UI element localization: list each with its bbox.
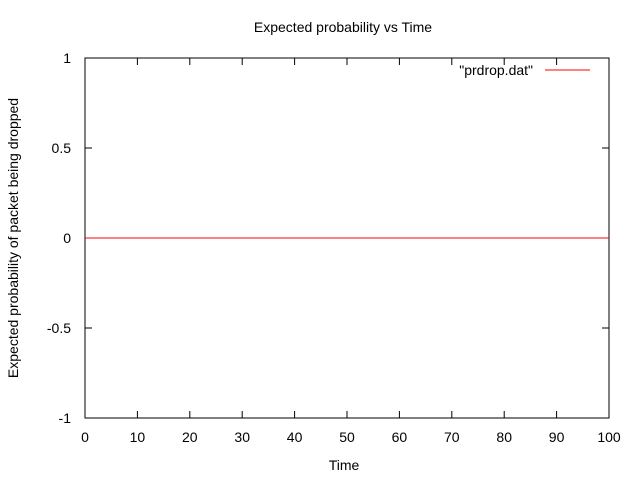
y-tick-label: -1 xyxy=(59,410,72,426)
y-tick-label: -0.5 xyxy=(47,320,71,336)
ticks-layer: 0 10 20 30 40 50 60 70 80 90 100 -1 -0.5 0 0.5 1 xyxy=(47,50,621,445)
x-tick-label: 70 xyxy=(444,429,460,445)
y-tick-label: 0.5 xyxy=(52,140,72,156)
x-tick-label: 100 xyxy=(597,429,621,445)
x-tick-label: 10 xyxy=(130,429,146,445)
x-tick-label: 50 xyxy=(339,429,355,445)
x-tick-label: 20 xyxy=(182,429,198,445)
x-axis-label: Time xyxy=(329,457,360,473)
y-tick-label: 1 xyxy=(63,50,71,66)
y-axis-label: Expected probability of packet being dro… xyxy=(5,98,21,378)
x-tick-label: 0 xyxy=(81,429,89,445)
legend-label: "prdrop.dat" xyxy=(459,62,533,78)
x-tick-label: 90 xyxy=(549,429,565,445)
y-tick-label: 0 xyxy=(63,230,71,246)
x-tick-label: 30 xyxy=(234,429,250,445)
x-tick-label: 80 xyxy=(496,429,512,445)
legend: "prdrop.dat" xyxy=(459,62,590,78)
x-tick-label: 40 xyxy=(287,429,303,445)
chart-title: Expected probability vs Time xyxy=(254,19,432,35)
x-tick-label: 60 xyxy=(392,429,408,445)
